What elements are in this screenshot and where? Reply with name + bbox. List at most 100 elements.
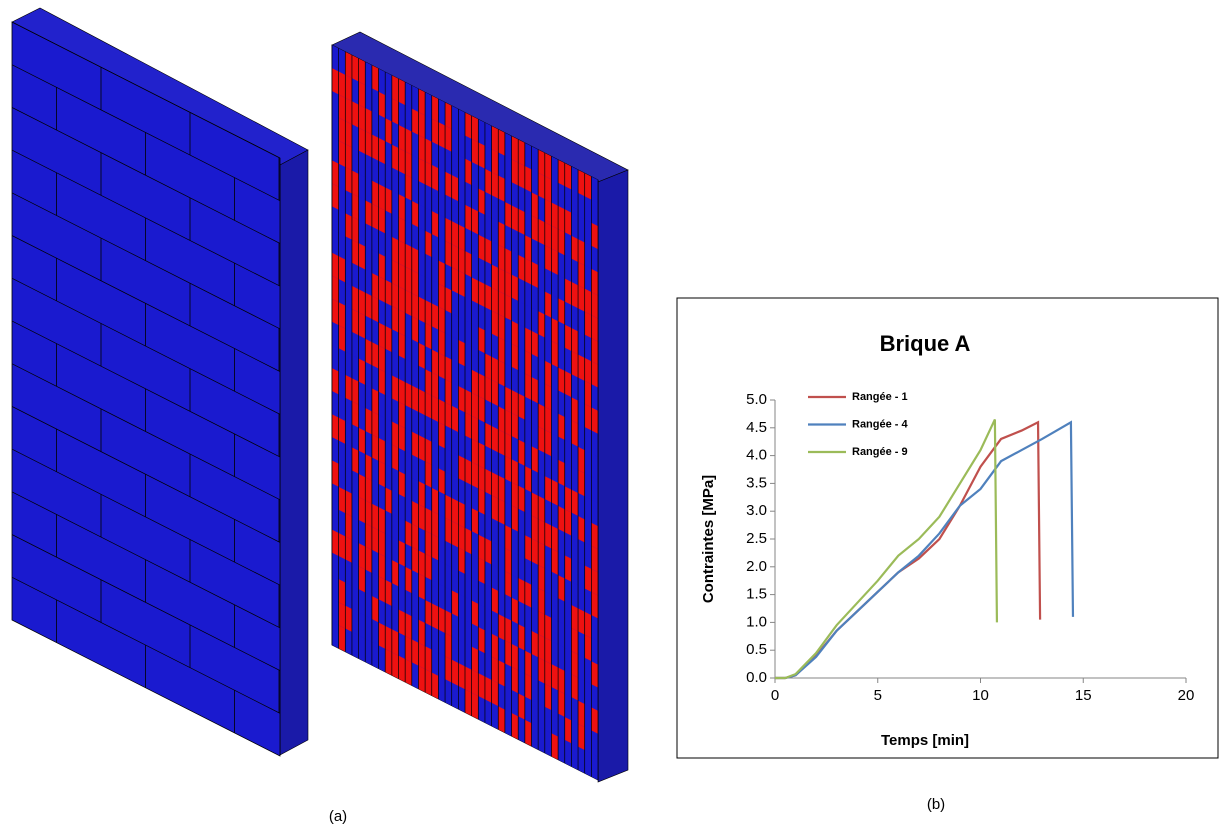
stress-cell (431, 118, 439, 146)
stress-cell (405, 243, 412, 271)
y-tick-label: 1.5 (746, 586, 767, 603)
stress-cell (398, 655, 406, 683)
stress-cell (345, 328, 352, 356)
stress-cell (491, 402, 499, 430)
stress-cell (558, 575, 565, 602)
stress-cell (504, 709, 512, 737)
stress-cell (398, 171, 406, 198)
stress-cell (511, 574, 519, 602)
stress-cell (411, 616, 419, 643)
stress-cell (438, 583, 446, 611)
stress-cell (425, 230, 432, 258)
stress-cell (491, 472, 499, 499)
stress-cell (338, 394, 346, 421)
stress-cell (504, 294, 512, 321)
stress-cell (398, 632, 406, 660)
stress-cell (504, 178, 512, 206)
stress-cell (371, 342, 379, 369)
stress-cell (484, 699, 492, 726)
stress-cell (531, 377, 539, 404)
stress-cell (511, 343, 519, 371)
stress-cell (351, 285, 359, 313)
stress-cell (378, 391, 386, 419)
stress-cell (418, 619, 426, 647)
stress-cell (338, 602, 346, 629)
stress-cell (398, 609, 406, 636)
stress-cell (458, 570, 465, 598)
stress-cell (564, 416, 572, 444)
stress-cell (391, 490, 399, 518)
stress-cell (458, 501, 465, 528)
stress-cell (538, 265, 545, 292)
stress-cell (558, 598, 565, 625)
stress-cell (571, 651, 579, 678)
stress-cell (431, 257, 439, 284)
stress-cell (378, 530, 386, 557)
stress-cell (471, 600, 479, 627)
stress-cell (371, 411, 379, 438)
stress-cell (332, 183, 339, 210)
stress-cell (484, 376, 492, 403)
stress-cell (425, 484, 432, 512)
stress-cell (391, 236, 399, 264)
stress-cell (504, 271, 512, 298)
stress-cell (544, 291, 552, 318)
stress-cell (405, 359, 412, 386)
stress-cell (451, 244, 459, 271)
stress-cell (351, 239, 359, 267)
stress-cell (418, 342, 426, 370)
stress-cell (518, 601, 525, 628)
stress-cell (411, 454, 419, 482)
stress-cell (471, 254, 479, 281)
stress-cell (338, 440, 346, 468)
stress-cell (371, 65, 379, 92)
stress-cell (491, 495, 499, 522)
stress-cell (471, 692, 479, 720)
stress-cell (484, 122, 492, 150)
stress-cell (365, 569, 372, 597)
stress-cell (425, 646, 432, 673)
stress-cell (478, 326, 485, 354)
stress-cell (438, 468, 446, 495)
stress-cell (518, 647, 525, 674)
stress-cell (345, 51, 352, 79)
stress-cell (438, 352, 446, 380)
stress-cell (504, 248, 512, 275)
stress-cell (378, 184, 386, 211)
stress-cell (358, 58, 366, 85)
stress-cell (511, 689, 519, 717)
stress-cell (584, 288, 592, 316)
stress-cell (465, 574, 472, 601)
stress-cell (578, 239, 585, 266)
stress-cell (385, 533, 392, 560)
stress-cell (478, 142, 485, 169)
stress-cell (458, 293, 465, 321)
stress-cell (458, 616, 465, 644)
stress-cell (418, 273, 426, 300)
stress-cell (531, 584, 539, 612)
stress-cell (584, 196, 592, 223)
stress-cell (578, 400, 585, 428)
chart-title: Brique A (880, 331, 971, 356)
stress-cell (338, 302, 346, 329)
stress-cell (332, 483, 339, 510)
stress-cell (351, 608, 359, 636)
stress-cell (531, 146, 539, 173)
stress-cell (405, 266, 412, 294)
stress-cell (451, 198, 459, 225)
stress-cell (438, 306, 446, 334)
stress-cell (584, 219, 592, 246)
stress-cell (425, 392, 432, 419)
stress-cell (465, 227, 472, 255)
stress-cell (418, 411, 426, 439)
stress-cell (558, 736, 565, 764)
stress-cell (518, 393, 525, 420)
stress-cell (405, 174, 412, 201)
stress-cell (578, 423, 585, 451)
stress-cell (584, 173, 592, 200)
stress-cell (558, 528, 565, 556)
stress-cell (418, 527, 426, 554)
stress-cell (431, 649, 439, 676)
stress-cell (385, 95, 392, 122)
stress-cell (484, 145, 492, 173)
